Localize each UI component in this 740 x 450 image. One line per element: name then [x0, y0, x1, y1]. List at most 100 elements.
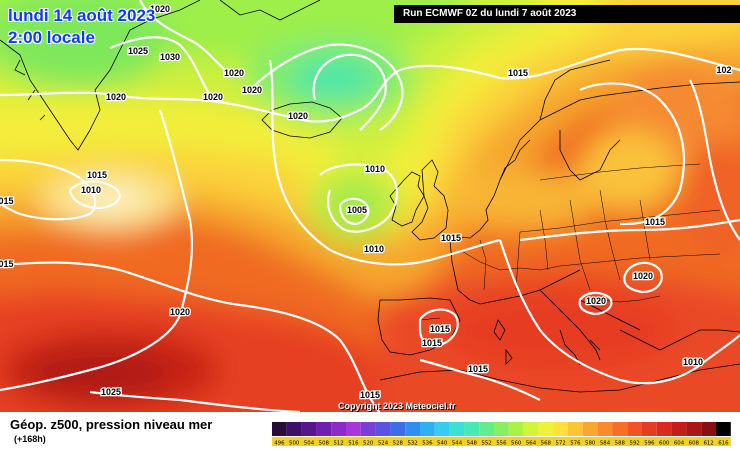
isobar-label: 1020 [203, 92, 223, 102]
isobar-label: 1015 [430, 324, 450, 334]
run-info-banner: Run ECMWF 0Z du lundi 7 août 2023 [394, 5, 740, 23]
product-title: Géop. z500, pression niveau mer [10, 417, 213, 432]
scale-tick-label: 548 [467, 441, 478, 447]
color-swatch [686, 422, 702, 436]
color-swatch [701, 422, 716, 436]
isobar-label: 1015 [468, 364, 488, 374]
scale-tick-label: 504 [304, 441, 315, 447]
isobar-label: 1020 [633, 271, 653, 281]
scale-tick-label: 512 [333, 441, 343, 447]
scale-tick-label: 536 [422, 441, 433, 447]
valid-date: lundi 14 août 2023 [8, 6, 156, 25]
isobar-label: 1020 [586, 296, 606, 306]
isobar-label: 1015 [441, 233, 461, 243]
isobar-label: 1025 [101, 387, 121, 397]
scale-tick-label: 528 [393, 441, 404, 447]
country-borders [419, 163, 721, 321]
scale-tick-label: 516 [348, 441, 359, 447]
color-swatch [494, 422, 509, 436]
color-swatch [449, 422, 465, 436]
isobar-label: 1015 [87, 170, 107, 180]
scale-tick-label: 556 [496, 441, 507, 447]
scale-tick-label: 584 [600, 441, 611, 447]
isobar-label: 1005 [347, 205, 367, 215]
scale-tick-label: 592 [629, 441, 639, 447]
scale-tick-label: 612 [703, 441, 713, 447]
color-swatch [272, 422, 287, 436]
scale-tick-label: 500 [289, 441, 300, 447]
isobar-label: 1020 [224, 68, 244, 78]
isobar-label: 1015 [360, 390, 380, 400]
scale-tick-label: 608 [689, 441, 700, 447]
scale-tick-label: 564 [526, 441, 537, 447]
color-swatch [360, 422, 376, 436]
scale-tick-label: 532 [407, 441, 417, 447]
isobar-label: 015 [0, 196, 14, 206]
color-swatch [316, 422, 332, 436]
scale-tick-label: 560 [511, 441, 522, 447]
scale-label-strip [272, 437, 731, 446]
color-swatch [301, 422, 317, 436]
isobar-label: 1020 [242, 85, 262, 95]
color-swatch [464, 422, 480, 436]
isobar-label: 1030 [160, 52, 180, 62]
color-swatch [656, 422, 672, 436]
color-swatch [582, 422, 598, 436]
color-swatch [523, 422, 539, 436]
scale-tick-label: 544 [452, 441, 463, 447]
valid-time: 2:00 locale [8, 28, 95, 47]
color-swatch [331, 422, 346, 436]
isobar-label: 1010 [81, 185, 101, 195]
isobar-label: 1015 [645, 217, 665, 227]
scale-tick-label: 508 [319, 441, 330, 447]
isobar-label: 102 [716, 65, 731, 75]
isobar-label: 1020 [170, 307, 190, 317]
scale-tick-label: 588 [615, 441, 626, 447]
scale-tick-label: 616 [718, 441, 729, 447]
color-swatch [716, 422, 731, 436]
isobar-label: 1015 [508, 68, 528, 78]
scale-tick-label: 496 [274, 441, 285, 447]
color-swatch [538, 422, 554, 436]
color-swatch [612, 422, 628, 436]
scale-tick-label: 524 [378, 441, 389, 447]
color-swatch [671, 422, 687, 436]
color-swatch [346, 422, 361, 436]
color-swatch [597, 422, 613, 436]
scale-tick-label: 596 [644, 441, 655, 447]
isobar-label: 1025 [128, 46, 148, 56]
scale-tick-label: 572 [555, 441, 565, 447]
isobar-labels: 1020 1025 1030 1020 1020 1020 1020 1020 1015 102 1… [0, 3, 733, 402]
color-swatch [375, 422, 391, 436]
isobars [0, 0, 740, 412]
scale-tick-label: 520 [363, 441, 374, 447]
color-swatch [568, 422, 583, 436]
scale-tick-label: 576 [570, 441, 581, 447]
color-swatch [286, 422, 302, 436]
color-swatch [479, 422, 494, 436]
copyright-notice: Copyright 2023 Meteociel.fr [338, 401, 456, 411]
isobar-label: 015 [0, 259, 14, 269]
scale-tick-label: 540 [437, 441, 448, 447]
color-swatch [434, 422, 450, 436]
scale-tick-label: 580 [585, 441, 596, 447]
isobar-label: 1015 [422, 338, 442, 348]
scale-tick-label: 568 [541, 441, 552, 447]
weather-map: 1020 1025 1030 1020 1020 1020 1020 1020 1015 102 1… [0, 0, 740, 412]
color-swatch [420, 422, 435, 436]
map-canvas: 1020 1025 1030 1020 1020 1020 1020 1020 1015 102 1… [0, 0, 740, 412]
isobar-label: 1020 [106, 92, 126, 102]
color-swatch [390, 422, 406, 436]
color-swatch [553, 422, 568, 436]
scale-tick-label: 552 [481, 441, 491, 447]
isobar-label: 1020 [288, 111, 308, 121]
isobar-label: 1010 [365, 164, 385, 174]
isobar-label: 1010 [364, 244, 384, 254]
isobar-label: 1020 [150, 4, 170, 14]
scale-tick-label: 600 [659, 441, 670, 447]
isobar-label: 1010 [683, 357, 703, 367]
color-swatch [627, 422, 642, 436]
color-swatch [508, 422, 524, 436]
scale-tick-label: 604 [674, 441, 685, 447]
color-swatch [642, 422, 657, 436]
